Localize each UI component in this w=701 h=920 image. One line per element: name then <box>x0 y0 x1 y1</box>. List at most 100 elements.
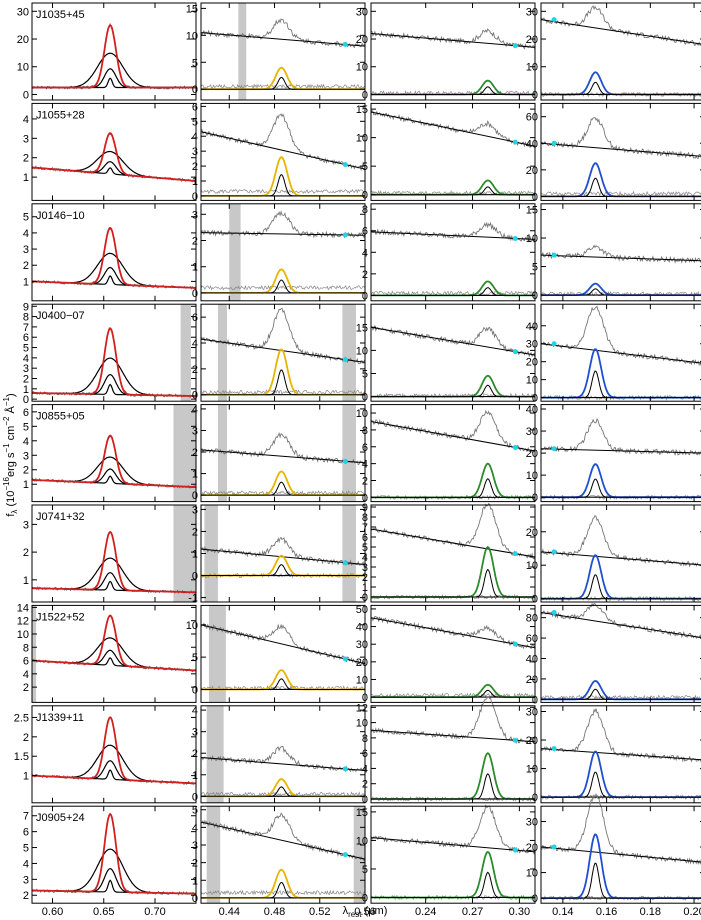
masked-region <box>238 3 247 100</box>
y-tick-label: 0 <box>23 89 29 101</box>
y-tick-label: 10 <box>356 674 368 686</box>
y-tick-label: 10 <box>356 133 368 145</box>
panel-frame <box>31 303 197 402</box>
y-tick-label: 4 <box>362 552 368 564</box>
y-tick-label: 10 <box>186 30 198 42</box>
panel-r9-c4: 0 10 20 30 0.14 0.16 0.18 0.20 <box>526 793 701 918</box>
model-fit-line <box>31 132 197 182</box>
y-tick-label: 4 <box>192 131 198 143</box>
line-component <box>541 478 701 498</box>
y-tick-label: 5 <box>192 57 198 69</box>
line-component <box>371 689 535 698</box>
panel-background <box>541 404 701 502</box>
object-name-label: J0905+24 <box>36 812 85 824</box>
y-tick-label: 1 <box>23 479 29 491</box>
masked-region <box>204 505 218 602</box>
y-tick-label: 20 <box>526 674 538 686</box>
panel-frame <box>540 203 701 302</box>
panel-r4-c2: 0 2 4 6 <box>192 303 366 402</box>
panel-r9-c3: 0 5 10 15 0.24 0.27 0.30 <box>356 804 536 918</box>
y-tick-label: 60 <box>526 112 538 124</box>
x-tick-label: 0.52 <box>309 906 330 918</box>
line-component <box>201 76 365 90</box>
masked-region <box>32 605 37 703</box>
y-tick-label: 30 <box>526 426 538 438</box>
y-tick-label: 5 <box>192 116 198 128</box>
x-label-rest: rest <box>348 910 362 919</box>
panel-frame <box>31 604 197 703</box>
y-tick-label: 2 <box>23 732 29 744</box>
model-fit-line <box>31 530 196 594</box>
panel-background <box>371 806 535 904</box>
continuum-fit <box>540 846 701 863</box>
photometry-marker <box>551 17 557 23</box>
y-tick-label: 2 <box>23 260 29 272</box>
y-tick-label: 3 <box>192 727 198 739</box>
y-tick-label: 80 <box>526 613 538 625</box>
line-component <box>201 174 365 197</box>
masked-region <box>173 404 196 502</box>
residual-spectrum <box>200 188 366 195</box>
panel-frame <box>540 303 701 402</box>
panel-frame <box>200 805 366 904</box>
panel-background <box>201 203 365 301</box>
y-tick-label: 3 <box>192 504 198 516</box>
y-tick-label: 0 <box>192 390 198 402</box>
line-component <box>201 786 365 797</box>
y-tick-label: 1 <box>23 771 29 783</box>
y-tick-label: 1 <box>192 262 198 274</box>
object-name-label: J0741+32 <box>36 511 85 523</box>
line-component <box>371 568 535 598</box>
y-tick-label: 7 <box>23 811 29 823</box>
panel-r7-c2: 0 5 10 <box>186 604 366 703</box>
y-tick-label: 20 <box>17 34 29 46</box>
panel-background <box>32 304 196 402</box>
y-tick-label: 20 <box>526 842 538 854</box>
panel-frame <box>370 705 536 804</box>
panel-frame <box>370 303 536 402</box>
y-tick-label: 10 <box>356 835 368 847</box>
y-tick-label: 3 <box>23 133 29 145</box>
continuum-fit <box>540 343 701 364</box>
panel-r1-c4: 0 10 20 30 <box>526 2 701 101</box>
photometry-marker <box>342 458 348 464</box>
y-tick-label: 5 <box>362 542 368 554</box>
y-tick-label: 40 <box>526 404 538 416</box>
y-tick-label: 0 <box>362 492 368 504</box>
y-tick-label: 3 <box>192 840 198 852</box>
x-tick-label: 0.27 <box>462 906 483 918</box>
residual-spectrum <box>370 189 536 196</box>
y-tick-label: 3 <box>192 146 198 158</box>
y-tick-label: 4 <box>23 858 29 870</box>
y-tick-label: 8 <box>362 204 368 216</box>
y-tick-label: 30 <box>526 817 538 829</box>
object-name-label: J0855+05 <box>36 411 85 423</box>
y-tick-label: 15 <box>356 322 368 334</box>
panel-r2-c4: 0 20 40 60 <box>526 102 701 203</box>
y-tick-label: 10 <box>526 233 538 245</box>
panel-background <box>541 605 701 703</box>
observed-spectrum <box>540 418 701 456</box>
y-tick-label: 1 <box>23 384 29 396</box>
y-tick-label: 10 <box>526 764 538 776</box>
y-tick-label: 1 <box>192 875 198 887</box>
masked-region <box>217 404 228 502</box>
model-fit-line <box>31 716 196 785</box>
y-label-unit3: Å <box>4 406 17 417</box>
y-tick-label: 5 <box>532 262 538 274</box>
y-tick-label: 0 <box>362 692 368 704</box>
y-tick-label: 20 <box>526 34 538 46</box>
line-component <box>371 86 535 95</box>
y-tick-label: 12 <box>356 702 368 714</box>
y-tick-label: 1 <box>23 172 29 184</box>
panel-r1-c2: 0 5 10 15 <box>186 2 366 101</box>
y-tick-label: 5 <box>362 161 368 173</box>
y-tick-label: 5 <box>23 421 29 433</box>
residual-spectrum <box>370 894 536 901</box>
y-tick-label: 30 <box>356 639 368 651</box>
panel-frame <box>31 2 197 101</box>
y-tick-label: 0 <box>362 392 368 404</box>
y-tick-label: 2 <box>192 236 198 248</box>
model-fit-line <box>32 434 196 488</box>
